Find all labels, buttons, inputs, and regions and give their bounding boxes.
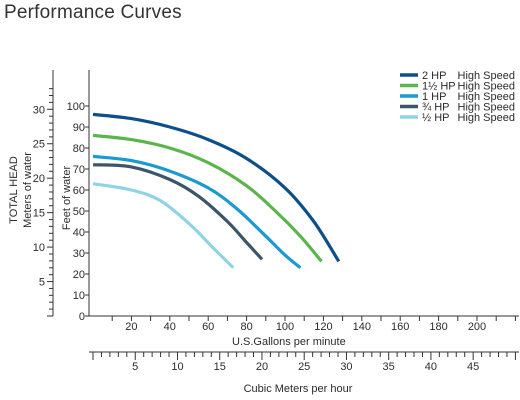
series-line-3	[92, 154, 302, 269]
secondary-y-tick-label: 20	[33, 173, 45, 185]
legend-speed: High Speed	[458, 81, 516, 93]
y-tick-label: 10	[73, 290, 85, 302]
legend-label: 1 HP	[422, 91, 446, 103]
secondary-x-tick-label: 15	[214, 361, 226, 373]
series-line-1	[92, 112, 341, 263]
y-tick-label: 90	[73, 122, 85, 134]
y-tick-label: 60	[73, 185, 85, 197]
legend-speed: High Speed	[458, 102, 516, 114]
legend-speed: High Speed	[458, 112, 516, 124]
x-tick-label: 140	[353, 321, 371, 333]
x-axis-title: U.S.Gallons per minute	[232, 336, 346, 348]
x-tick-label: 100	[276, 321, 294, 333]
legend-speed: High Speed	[458, 70, 516, 82]
secondary-y-axis-subtitle: Meters of water	[22, 152, 34, 228]
secondary-y-tick-label: 5	[39, 277, 45, 289]
series-line-5	[92, 182, 235, 269]
y-tick-label: 80	[73, 143, 85, 155]
secondary-y-tick-label: 15	[33, 208, 45, 220]
secondary-x-axis-title: Cubic Meters per hour	[244, 383, 353, 395]
secondary-y-tick-label: 30	[33, 104, 45, 116]
y-tick-label: 40	[73, 227, 85, 239]
secondary-y-tick-label: 25	[33, 139, 45, 151]
x-tick-label: 180	[429, 321, 447, 333]
x-tick-label: 120	[314, 321, 332, 333]
y-tick-label: 30	[73, 248, 85, 260]
legend-label: 2 HP	[422, 70, 446, 82]
secondary-x-tick-label: 30	[340, 361, 352, 373]
legend-label: 1½ HP	[422, 81, 456, 93]
y-tick-label: 50	[73, 206, 85, 218]
series-line-2	[92, 133, 323, 263]
secondary-x-tick-label: 20	[256, 361, 268, 373]
y-tick-label: 20	[73, 269, 85, 281]
secondary-x-tick-label: 40	[425, 361, 437, 373]
secondary-y-tick-label: 10	[33, 242, 45, 254]
secondary-x-tick-label: 5	[132, 361, 138, 373]
x-tick-label: 40	[164, 321, 176, 333]
series-line-4	[92, 163, 264, 261]
x-tick-label: 160	[391, 321, 409, 333]
x-tick-label: 80	[240, 321, 252, 333]
y-tick-label: 70	[73, 164, 85, 176]
secondary-x-tick-label: 45	[467, 361, 479, 373]
secondary-x-tick-label: 35	[383, 361, 395, 373]
legend-label: ¾ HP	[422, 102, 450, 114]
page-title: Performance Curves	[4, 2, 182, 23]
x-tick-label: 20	[125, 321, 137, 333]
x-tick-label: 60	[202, 321, 214, 333]
y-tick-label: 0	[79, 311, 85, 323]
x-tick-label: 200	[468, 321, 486, 333]
y-axis-title: Feet of water	[61, 166, 73, 231]
y-tick-label: 100	[67, 101, 85, 113]
secondary-x-tick-label: 25	[298, 361, 310, 373]
legend-label: ½ HP	[422, 112, 450, 124]
legend-speed: High Speed	[458, 91, 516, 103]
secondary-x-tick-label: 10	[171, 361, 183, 373]
secondary-y-axis-title: TOTAL HEAD	[8, 156, 20, 224]
